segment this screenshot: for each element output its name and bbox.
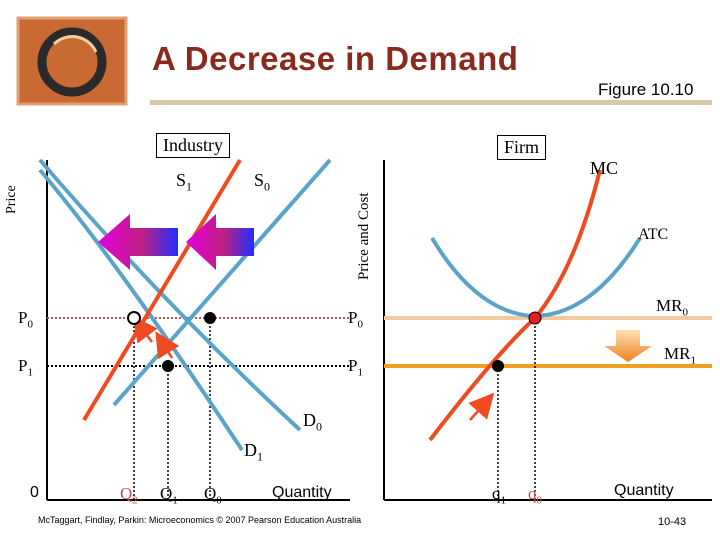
header-rule bbox=[150, 100, 712, 105]
firm-point-q0 bbox=[528, 311, 542, 325]
industry-point-q2 bbox=[127, 311, 141, 325]
industry-point-q0 bbox=[204, 312, 216, 324]
firm-p1-label: P1 bbox=[348, 356, 363, 379]
industry-axes bbox=[46, 160, 350, 501]
firm-axes bbox=[383, 160, 712, 501]
firm-atc-curve bbox=[430, 236, 642, 319]
industry-x-axis-label: Quantity bbox=[272, 484, 332, 501]
slide-title: A Decrease in Demand bbox=[152, 40, 519, 77]
industry-p1-label: P1 bbox=[18, 356, 33, 379]
q2-label: Q2 bbox=[120, 484, 138, 507]
shift-left-arrow-2 bbox=[186, 214, 254, 270]
atc-label: ATC bbox=[638, 226, 669, 243]
firm-x-axis-label: Quantity bbox=[614, 482, 674, 499]
firm-point-q1 bbox=[492, 360, 504, 372]
page-number: 10-43 bbox=[658, 516, 687, 528]
firm-adjustment-arrows bbox=[468, 392, 495, 421]
mc-label: MC bbox=[590, 158, 619, 178]
mr1-label: MR1 bbox=[664, 344, 696, 367]
supply-s1-curve bbox=[82, 158, 242, 422]
q0-label: Q0 bbox=[204, 484, 222, 507]
q1-label: Q1 bbox=[160, 484, 178, 507]
firm-panel-label: Firm bbox=[497, 135, 547, 160]
figure-label: Figure 10.10 bbox=[598, 80, 694, 99]
footer-credit: McTaggart, Findlay, Parkin: Microeconomi… bbox=[38, 515, 362, 525]
mr0-label: MR0 bbox=[656, 296, 688, 319]
d0-label: D0 bbox=[303, 410, 322, 434]
industry-p0-label: P0 bbox=[18, 308, 33, 331]
shift-left-arrow-1 bbox=[98, 214, 178, 270]
demand-d1-curve bbox=[38, 168, 244, 452]
s1-label: S1 bbox=[176, 170, 193, 194]
firm-p0-label: P0 bbox=[348, 308, 363, 331]
firm-q1-label: q1 bbox=[492, 484, 506, 507]
demand-d0-curve bbox=[38, 158, 302, 432]
industry-panel-label: Industry bbox=[156, 133, 230, 158]
firm-q0-label: q0 bbox=[528, 484, 542, 507]
supply-s0-curve bbox=[112, 158, 332, 407]
industry-origin: 0 bbox=[30, 484, 39, 501]
logo-icon bbox=[16, 16, 128, 106]
s0-label: S0 bbox=[254, 170, 271, 194]
d1-label: D1 bbox=[244, 440, 263, 464]
firm-y-axis-label: Price and Cost bbox=[356, 192, 372, 281]
industry-point-q1 bbox=[162, 360, 174, 372]
supply-adjustment-arrows bbox=[132, 316, 180, 360]
industry-y-axis-label: Price bbox=[4, 185, 19, 214]
mr-shift-down-arrow bbox=[604, 330, 652, 362]
